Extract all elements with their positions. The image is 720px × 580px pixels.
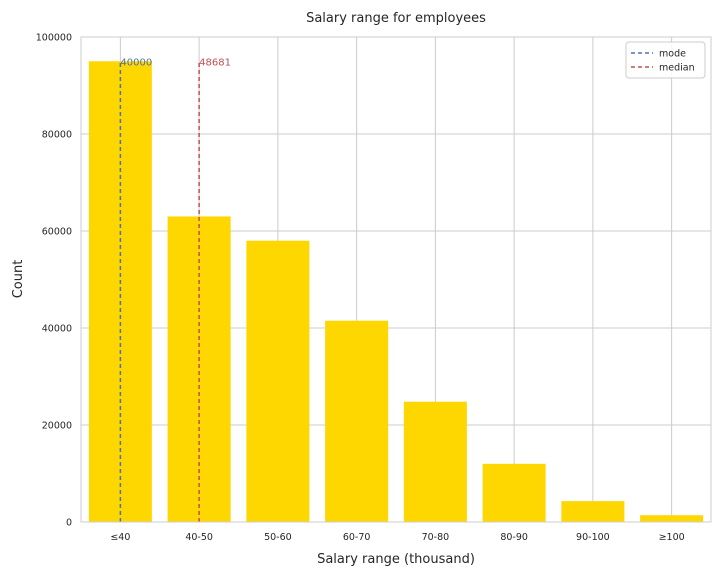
legend-label-mode: mode — [659, 49, 686, 60]
y-axis-label: Count — [11, 260, 26, 299]
bars — [88, 61, 704, 522]
legend: mode median — [625, 41, 706, 79]
x-tick-label: 40-50 — [185, 532, 213, 543]
x-tick-labels: ≤40 40-50 50-60 60-70 70-80 80-90 90-100 ≥100 — [110, 532, 684, 543]
x-tick-label: 60-70 — [343, 532, 371, 543]
x-tick-label: 70-80 — [422, 532, 450, 543]
plot-frame — [80, 36, 712, 523]
x-tick-label: ≤40 — [110, 532, 130, 543]
mode-value-label: 40000 — [120, 57, 152, 68]
y-tick-label: 0 — [66, 518, 72, 529]
y-tick-label: 80000 — [42, 130, 72, 141]
legend-box — [625, 41, 706, 79]
x-tick-label: ≥100 — [659, 532, 685, 543]
y-tick-label: 100000 — [36, 33, 72, 44]
x-axis-label: Salary range (thousand) — [317, 552, 475, 567]
bar-2 — [246, 240, 310, 522]
legend-label-median: median — [659, 63, 695, 74]
bar-5 — [482, 463, 546, 522]
y-tick-label: 20000 — [42, 421, 72, 432]
bar-6 — [561, 501, 625, 522]
y-tick-labels: 0 20000 40000 60000 80000 100000 — [36, 33, 72, 529]
x-tick-label: 90-100 — [576, 532, 610, 543]
chart-title: Salary range for employees — [306, 11, 486, 26]
bar-3 — [325, 320, 389, 522]
bar-4 — [403, 401, 467, 522]
x-tick-label: 80-90 — [500, 532, 528, 543]
y-tick-label: 60000 — [42, 227, 72, 238]
bar-0 — [88, 61, 152, 522]
bar-7 — [640, 515, 704, 522]
reference-lines: 40000 48681 — [119, 57, 231, 522]
y-tick-label: 40000 — [42, 324, 72, 335]
median-value-label: 48681 — [199, 57, 231, 68]
x-tick-label: 50-60 — [264, 532, 292, 543]
